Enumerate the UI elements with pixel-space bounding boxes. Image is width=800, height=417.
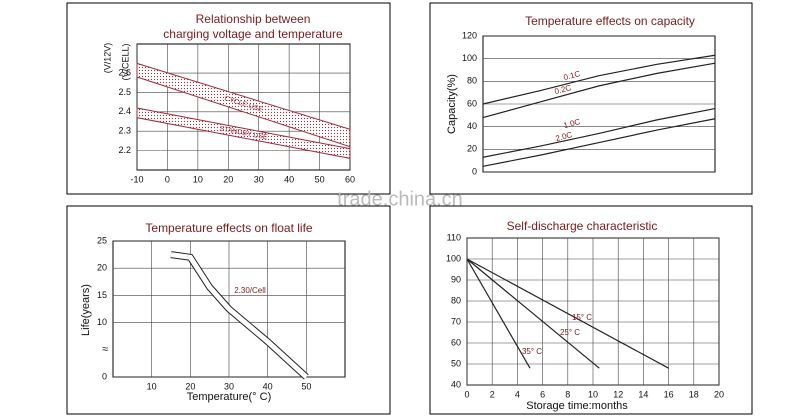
y-tick-label: 50 xyxy=(451,358,461,368)
x-tick-label: 30 xyxy=(224,381,234,391)
x-tick-label: 60 xyxy=(345,174,355,184)
y-tick-label: 40 xyxy=(451,379,461,389)
y-axis-label: Life(years) xyxy=(80,284,92,336)
x-tick-label: 50 xyxy=(315,174,325,184)
x-tick-label: 0 xyxy=(165,174,170,184)
x-axis-label: Storage time:months xyxy=(526,400,628,412)
x-tick-label: 40 xyxy=(284,174,294,184)
y-tick-label: 40 xyxy=(467,121,477,131)
x-tick-label: 20 xyxy=(223,174,233,184)
line-inner xyxy=(170,252,309,379)
panel-frame xyxy=(66,2,391,195)
x-tick-label: 16 xyxy=(664,389,674,399)
x-tick-label: 40 xyxy=(263,381,273,391)
line xyxy=(466,258,531,369)
y-tick-label: 80 xyxy=(451,295,461,305)
chart-title: Temperature effects on float life xyxy=(145,221,313,235)
line xyxy=(482,62,716,119)
panel-frame xyxy=(429,205,753,415)
band xyxy=(136,62,351,148)
x-tick-label: 10 xyxy=(588,389,598,399)
line xyxy=(482,107,716,158)
y-tick-label: 25 xyxy=(97,235,107,245)
y-tick-label: 2.2 xyxy=(118,145,131,155)
axis-break: ≈ xyxy=(102,344,108,356)
chart-title: charging voltage and temperature xyxy=(163,27,343,41)
x-tick-label: 30 xyxy=(254,174,264,184)
chart-title: Temperature effects on capacity xyxy=(525,14,695,28)
x-tick-label: 2 xyxy=(490,389,495,399)
y-tick-label: 60 xyxy=(451,337,461,347)
y-tick-label: 110 xyxy=(447,232,461,242)
y-axis-label: (V/CELL) xyxy=(120,43,130,80)
x-tick-label: 10 xyxy=(193,174,203,184)
chart-title: Relationship between xyxy=(196,12,311,26)
series-label: 15° C xyxy=(572,313,592,322)
x-tick-label: 50 xyxy=(301,381,311,391)
y-tick-label: 20 xyxy=(97,263,107,273)
x-tick-label: 12 xyxy=(613,389,623,399)
panel-frame xyxy=(429,2,753,195)
series-label: 35° C xyxy=(522,347,542,356)
x-tick-label: -10 xyxy=(130,174,143,184)
y-tick-label: 2.4 xyxy=(118,106,131,116)
y-tick-label: 70 xyxy=(451,316,461,326)
x-tick-label: 14 xyxy=(638,389,648,399)
x-tick-label: 4 xyxy=(515,389,520,399)
x-tick-label: 20 xyxy=(185,381,195,391)
line xyxy=(466,258,669,369)
series-label: 2.0C xyxy=(555,130,574,143)
y-tick-label: 15 xyxy=(97,290,107,300)
watermark: trade.china.cn xyxy=(337,188,463,210)
band xyxy=(136,107,351,159)
y-tick-label: 90 xyxy=(451,274,461,284)
y2-axis-label: (V/12V) xyxy=(102,43,112,74)
series-label: 2.30/Cell xyxy=(234,286,266,295)
y-tick-label: 2.3 xyxy=(118,126,131,136)
y-tick-label: 80 xyxy=(467,76,477,86)
y-tick-label: 2.5 xyxy=(118,87,131,97)
chart-title: Self-discharge characteristic xyxy=(507,219,658,233)
x-axis-label: Temperature(° C) xyxy=(187,391,271,403)
y-tick-label: 60 xyxy=(467,98,477,108)
x-tick-label: 10 xyxy=(147,381,157,391)
y-tick-label: 10 xyxy=(97,317,107,327)
line xyxy=(466,258,600,369)
line xyxy=(482,118,716,167)
x-tick-label: 0 xyxy=(464,389,469,399)
series-label: 0.1C xyxy=(563,69,582,82)
series-label: 0.2C xyxy=(554,83,573,96)
x-tick-label: 6 xyxy=(540,389,545,399)
x-tick-label: 8 xyxy=(565,389,570,399)
line xyxy=(482,54,716,105)
y-tick-label: 2.6 xyxy=(118,67,131,77)
y-axis-label: Capacity(%) xyxy=(446,74,458,134)
panel-frame xyxy=(66,205,391,415)
series-label: 1.0C xyxy=(563,117,582,130)
y-tick-label: 20 xyxy=(467,144,477,154)
y-tick-label: 100 xyxy=(446,253,461,263)
x-tick-label: 18 xyxy=(689,389,699,399)
y-tick-label: 100 xyxy=(462,53,477,63)
y-tick-label: 0 xyxy=(102,371,107,381)
x-tick-label: 20 xyxy=(714,389,724,399)
y-tick-label: 120 xyxy=(462,30,477,40)
series-label: 25° C xyxy=(560,328,580,337)
y-tick-label: 0 xyxy=(472,166,477,176)
